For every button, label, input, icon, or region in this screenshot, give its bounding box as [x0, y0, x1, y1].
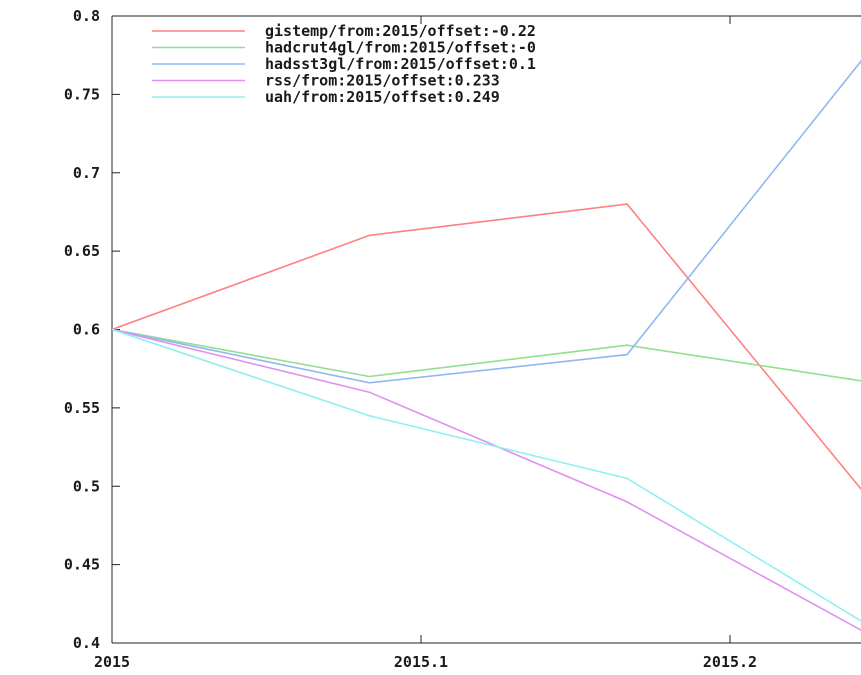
- y-tick-label: 0.6: [73, 321, 100, 339]
- y-tick-label: 0.5: [73, 477, 100, 495]
- x-tick-label: 2015.2: [703, 653, 757, 671]
- y-tick-label: 0.45: [64, 556, 100, 574]
- y-tick-label: 0.65: [64, 242, 100, 260]
- y-tick-label: 0.7: [73, 164, 100, 182]
- legend-label-3: rss/from:2015/offset:0.233: [265, 72, 500, 90]
- legend-label-0: gistemp/from:2015/offset:-0.22: [265, 22, 536, 40]
- legend-label-4: uah/from:2015/offset:0.249: [265, 88, 500, 106]
- series-line-4: [112, 328, 861, 622]
- legend-label-2: hadsst3gl/from:2015/offset:0.1: [265, 55, 536, 73]
- legend-label-1: hadcrut4gl/from:2015/offset:-0: [265, 39, 536, 57]
- plot-area: [112, 59, 861, 632]
- x-tick-label: 2015.1: [394, 653, 448, 671]
- series-line-0: [112, 203, 861, 491]
- series-line-3: [112, 328, 861, 632]
- x-tick-label: 2015: [94, 653, 130, 671]
- legend: gistemp/from:2015/offset:-0.22hadcrut4gl…: [152, 22, 536, 106]
- y-tick-label: 0.4: [73, 634, 100, 652]
- y-tick-label: 0.75: [64, 85, 100, 103]
- axes: 0.4 0.45 0.5 0.55 0.6 0.65 0.7 0.75 0.8 2015 2015.…: [64, 7, 861, 671]
- y-tick-label: 0.8: [73, 7, 100, 25]
- y-tick-label: 0.55: [64, 399, 100, 417]
- series-line-1: [112, 328, 861, 382]
- series-line-2: [112, 59, 861, 384]
